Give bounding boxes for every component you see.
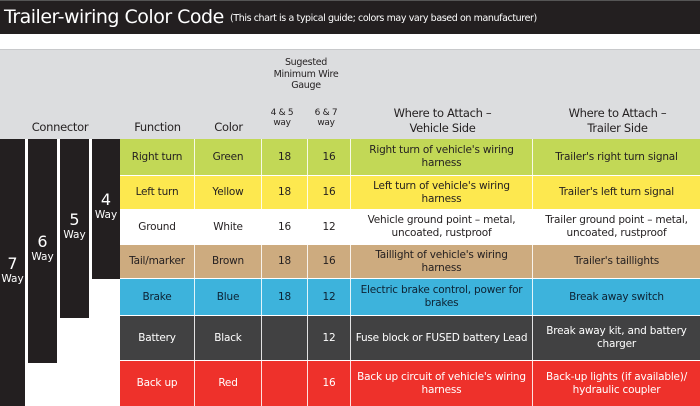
connector-5-number: 5 — [69, 210, 80, 229]
header-color: Color — [214, 120, 243, 134]
cell-color: Green — [195, 139, 262, 175]
header-gauge-group: Sugested Minimum Wire Gauge — [273, 57, 339, 91]
page-title: Trailer-wiring Color Code — [4, 6, 224, 28]
connector-7-number: 7 — [7, 254, 18, 273]
cell-g45 — [262, 361, 308, 406]
header-function: Function — [134, 120, 181, 134]
cell-vehicle: Fuse block or FUSED battery Lead — [351, 316, 533, 360]
connector-4-way: 4 Way — [92, 139, 120, 279]
cell-trailer: Back-up lights (if available)/ hydraulic… — [545, 370, 688, 396]
cell-color: Blue — [195, 279, 262, 315]
cell-function: Right turn — [120, 139, 195, 175]
table-row: Battery Black 12 Fuse block or FUSED batter… — [120, 316, 700, 360]
cell-function: Tail/marker — [120, 245, 195, 278]
cell-function: Battery — [120, 316, 195, 360]
cell-trailer: Break away switch — [569, 290, 664, 303]
table-row: Ground White 16 12 Vehicle ground point – me… — [120, 210, 700, 244]
cell-g45: 18 — [262, 279, 308, 315]
table-header: Connector Function Color Sugested Minimu… — [0, 49, 700, 139]
cell-function: Brake — [120, 279, 195, 315]
cell-color: White — [195, 210, 262, 244]
table-row: Left turn Yellow 18 16 Left turn of vehicle'… — [120, 176, 700, 209]
cell-vehicle: Taillight of vehicle's wiring harness — [351, 245, 533, 278]
connector-6-way: 6 Way — [28, 139, 57, 363]
header-connector: Connector — [31, 120, 89, 134]
cell-function: Ground — [120, 210, 195, 244]
cell-color: Black — [195, 316, 262, 360]
cell-g67: 16 — [308, 139, 351, 175]
cell-g45: 18 — [262, 139, 308, 175]
header-trailer-side: Where to Attach – Trailer Side — [568, 106, 667, 135]
cell-g67: 12 — [308, 316, 351, 360]
header-vehicle-side: Where to Attach – Vehicle Side — [393, 106, 492, 135]
cell-vehicle: Right turn of vehicle's wiring harness — [351, 139, 533, 175]
cell-function: Back up — [120, 361, 195, 406]
cell-g67: 12 — [308, 210, 351, 244]
cell-g67: 16 — [308, 245, 351, 278]
cell-vehicle: Electric brake control, power for brakes — [351, 279, 533, 315]
cell-function: Left turn — [120, 176, 195, 209]
connector-4-label: Way — [94, 209, 118, 221]
cell-g67: 12 — [308, 279, 351, 315]
cell-vehicle: Back up circuit of vehicle's wiring harn… — [351, 361, 533, 406]
cell-color: Red — [195, 361, 262, 406]
connector-5-label: Way — [63, 229, 86, 241]
cell-trailer: Trailer's right turn signal — [555, 150, 678, 163]
cell-g45: 18 — [262, 176, 308, 209]
table-row: Right turn Green 18 16 Right turn of vehicle… — [120, 139, 700, 175]
connector-6-label: Way — [31, 251, 54, 263]
connector-7-way: 7 Way — [0, 139, 25, 406]
cell-color: Brown — [195, 245, 262, 278]
cell-trailer: Trailer's taillights — [573, 255, 660, 267]
connector-7-label: Way — [1, 273, 24, 285]
page-subtitle: (This chart is a typical guide; colors m… — [230, 13, 537, 24]
cell-color: Yellow — [195, 176, 262, 209]
table-row: Tail/marker Brown 18 16 Taillight of vehicle… — [120, 245, 700, 278]
title-bar: Trailer-wiring Color Code (This chart is… — [0, 0, 700, 34]
cell-vehicle: Vehicle ground point – metal, uncoated, … — [351, 210, 533, 244]
table-row: Back up Red 16 Back up circuit of vehicle's… — [120, 361, 700, 406]
cell-trailer: Trailer's left turn signal — [558, 186, 675, 198]
cell-g67: 16 — [308, 176, 351, 209]
cell-trailer: Break away kit, and battery charger — [546, 325, 687, 350]
table-row: Brake Blue 18 12 Electric brake control, pow… — [120, 279, 700, 315]
header-gauge-45: 4 & 5 way — [270, 108, 294, 128]
cell-g67: 16 — [308, 361, 351, 406]
cell-trailer: Trailer ground point – metal, uncoated, … — [545, 214, 688, 239]
cell-g45: 16 — [262, 210, 308, 244]
cell-vehicle: Left turn of vehicle's wiring harness — [351, 176, 533, 209]
cell-g45 — [262, 316, 308, 360]
connector-6-number: 6 — [37, 232, 48, 251]
cell-g45: 18 — [262, 245, 308, 278]
connector-5-way: 5 Way — [60, 139, 89, 318]
connector-4-number: 4 — [100, 190, 112, 209]
header-gauge-67: 6 & 7 way — [314, 108, 338, 128]
